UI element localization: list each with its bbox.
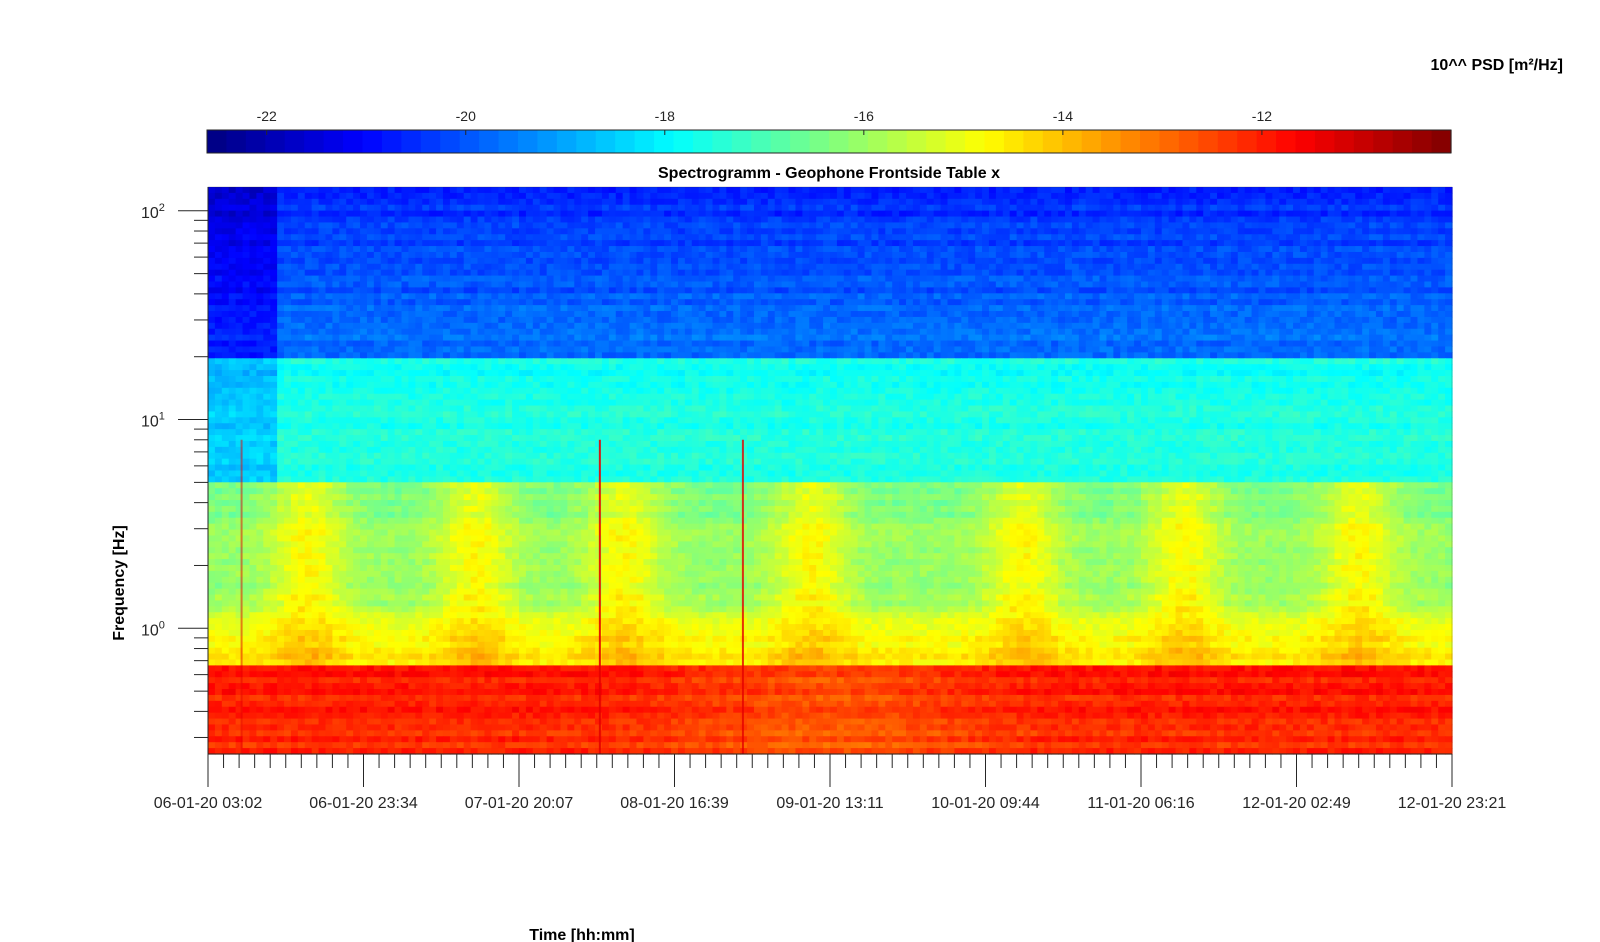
x-tick-label: 10-01-20 09:44	[931, 795, 1040, 812]
x-tick-label: 11-01-20 06:16	[1087, 795, 1194, 812]
y-axis: 102 101 100	[141, 187, 209, 754]
colorbar-tick-label: -16	[854, 108, 874, 124]
x-axis-label: Time [hh:mm]	[529, 927, 634, 942]
chart-title: Spectrogramm - Geophone Frontside Table …	[658, 165, 1000, 182]
y-tick-label: 101	[141, 411, 165, 431]
colorbar-tick-label: -18	[655, 108, 675, 124]
colorbar-label: 10^^ PSD [m²/Hz]	[1431, 57, 1563, 74]
x-tick-label: 12-01-20 02:49	[1242, 795, 1351, 812]
x-tick-label: 06-01-20 23:34	[309, 795, 418, 812]
colorbar-tick-label: -22	[257, 108, 277, 124]
y-axis-label: Frequency [Hz]	[111, 525, 128, 641]
x-tick-label: 09-01-20 13:11	[776, 795, 883, 812]
y-tick-label: 100	[141, 619, 165, 639]
x-axis: 06-01-20 03:02 06-01-20 23:34 07-01-20 20:…	[154, 753, 1507, 812]
colorbar-tick-label: -12	[1252, 108, 1272, 124]
colorbar-tick-label: -20	[456, 108, 476, 124]
colorbar: -22 -20 -18 -16 -14 -12	[206, 108, 1452, 154]
plot-area	[207, 186, 1453, 755]
x-tick-label: 07-01-20 20:07	[465, 795, 574, 812]
x-tick-label: 06-01-20 03:02	[154, 795, 263, 812]
x-tick-label: 12-01-20 23:21	[1398, 795, 1507, 812]
x-tick-label: 08-01-20 16:39	[620, 795, 729, 812]
colorbar-tick-label: -14	[1053, 108, 1073, 124]
y-tick-label: 102	[141, 202, 165, 222]
